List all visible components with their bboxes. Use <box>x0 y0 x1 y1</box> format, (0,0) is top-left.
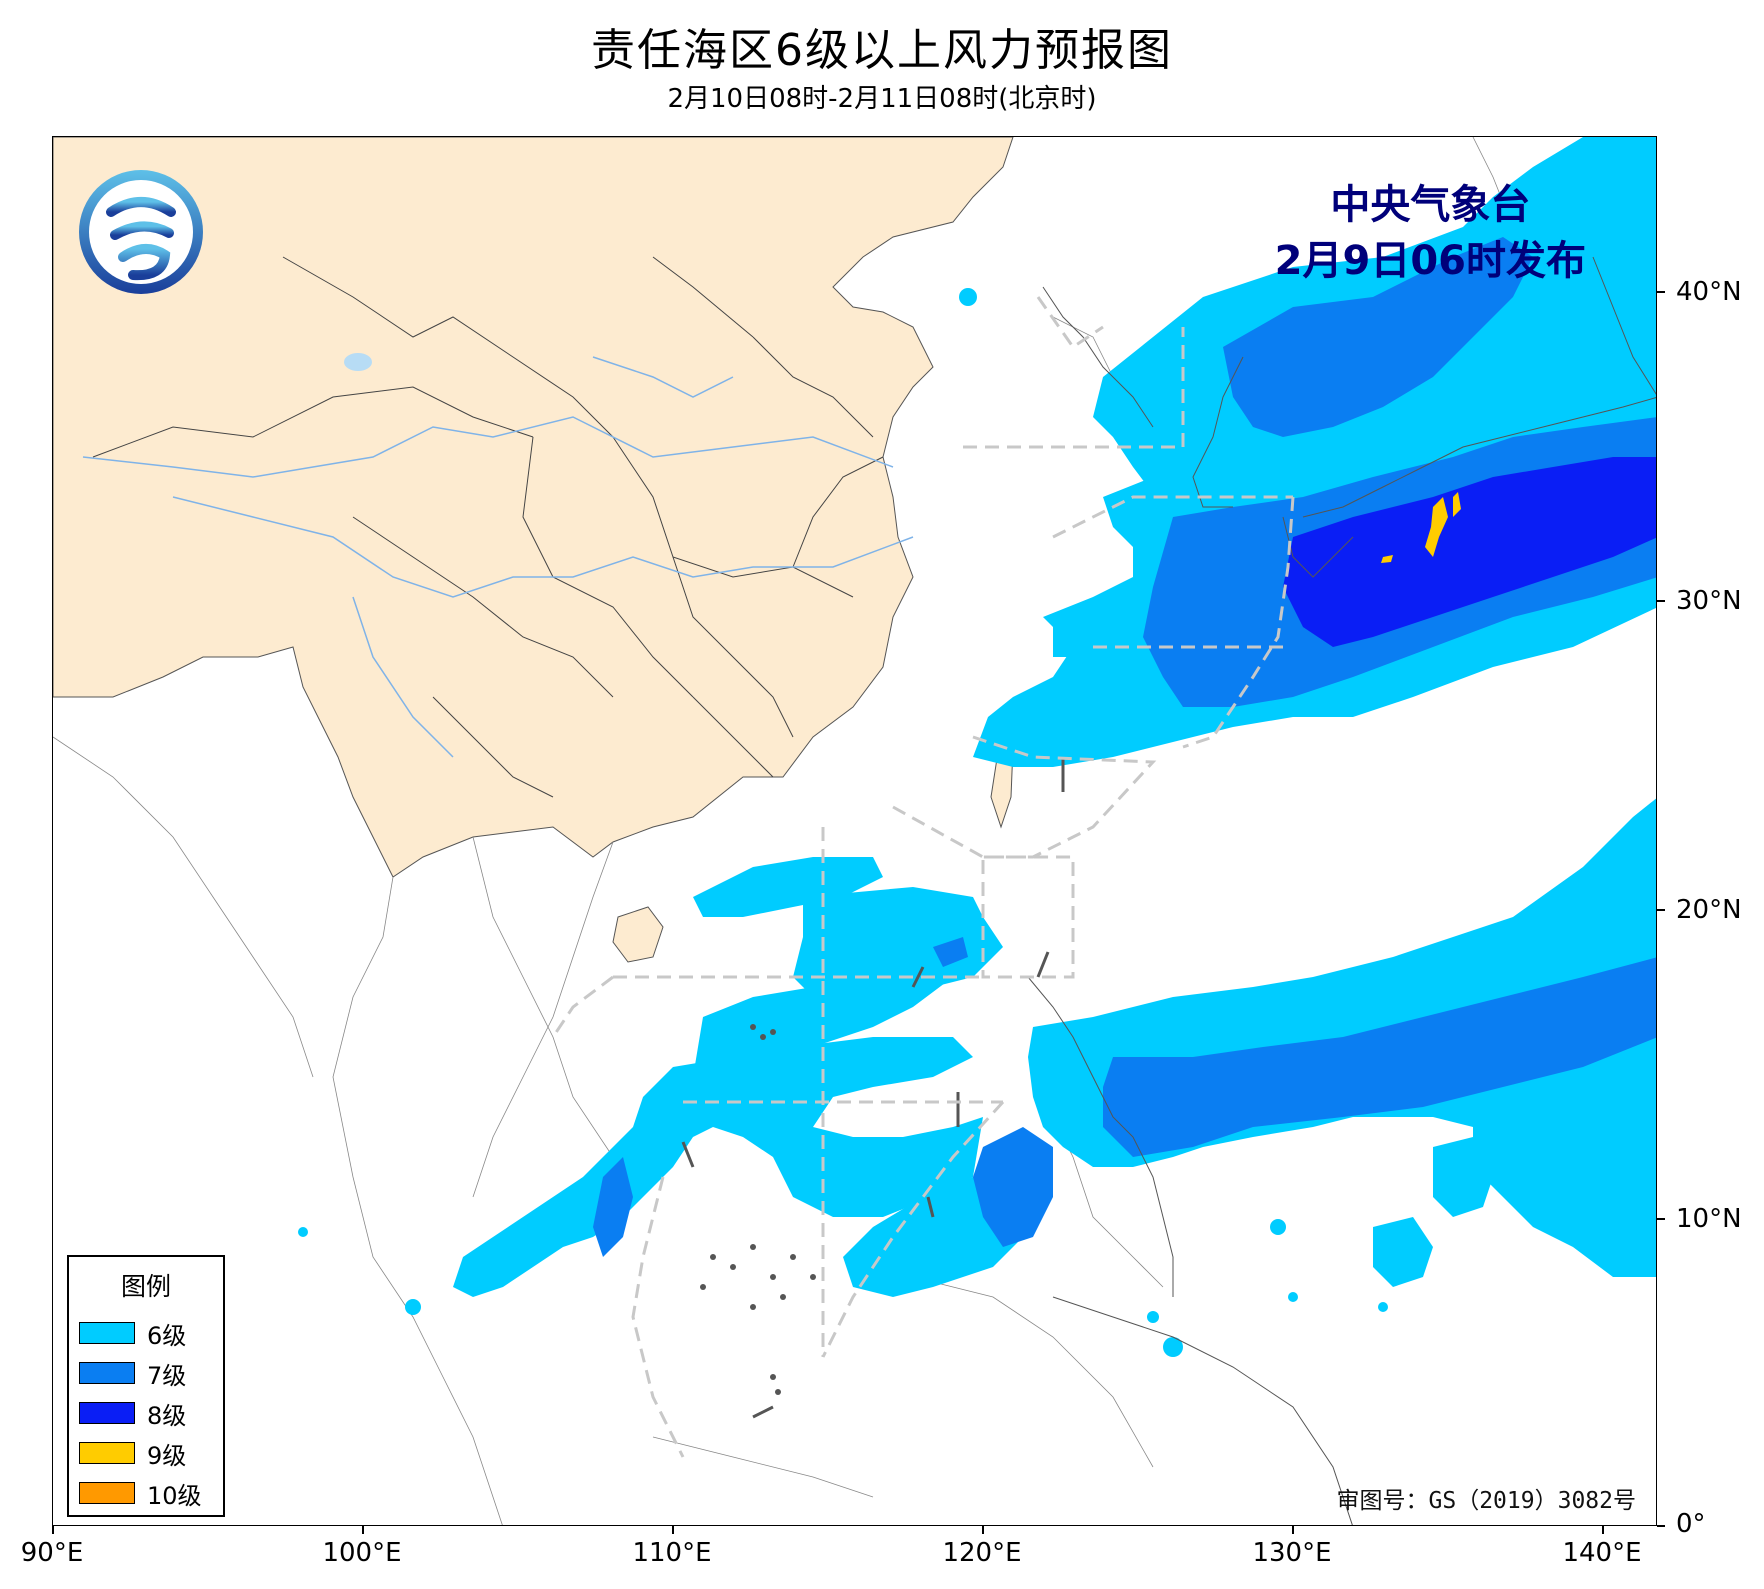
lat-label: 0° <box>1676 1509 1706 1539</box>
lat-label: 10°N <box>1676 1204 1742 1234</box>
wind-level-8-area <box>1283 457 1656 647</box>
legend-item-6: 6级 <box>69 1313 223 1353</box>
lon-label: 90°E <box>20 1538 84 1568</box>
lon-tick-mark <box>1292 1526 1294 1534</box>
map-approval-number: 审图号：GS（2019）3082号 <box>1336 1488 1636 1514</box>
legend-swatch <box>79 1402 135 1424</box>
issuer-info: 中央气象台 2月9日06时发布 <box>1275 177 1586 289</box>
map-area: 中央气象台 2月9日06时发布 审图号：GS（2019）3082号 图例 6级 … <box>52 136 1657 1526</box>
qinghai-lake <box>344 353 372 371</box>
lon-tick-mark <box>1602 1526 1604 1534</box>
lon-label: 110°E <box>632 1538 712 1568</box>
lon-label: 120°E <box>942 1538 1022 1568</box>
legend-label: 8级 <box>147 1401 187 1430</box>
legend-swatch <box>79 1362 135 1384</box>
lat-tick-mark <box>1657 1525 1665 1527</box>
page-title: 责任海区6级以上风力预报图 <box>591 25 1173 76</box>
page-subtitle: 2月10日08时-2月11日08时(北京时) <box>667 84 1097 114</box>
legend-swatch <box>79 1322 135 1344</box>
responsibility-zone-lines <box>551 296 1295 1458</box>
wind-level-9-area <box>1381 492 1461 563</box>
lat-tick-mark <box>1657 1218 1665 1220</box>
lon-label: 100°E <box>322 1538 402 1568</box>
legend-label: 10级 <box>147 1481 202 1510</box>
legend-item-7: 7级 <box>69 1353 223 1393</box>
legend-item-9: 9级 <box>69 1433 223 1473</box>
coastlines <box>1027 256 1656 1525</box>
lat-tick-mark <box>1657 600 1665 602</box>
legend-label: 7级 <box>147 1361 187 1390</box>
legend-swatch <box>79 1482 135 1504</box>
lon-tick-mark <box>672 1526 674 1534</box>
legend-label: 9级 <box>147 1441 187 1470</box>
china-land <box>53 137 1014 878</box>
legend-item-8: 8级 <box>69 1393 223 1433</box>
lon-label: 140°E <box>1562 1538 1642 1568</box>
south-china-sea-reefs <box>700 1024 816 1395</box>
lon-tick-mark <box>52 1526 54 1534</box>
lat-tick-mark <box>1657 291 1665 293</box>
legend: 图例 6级 7级 8级 9级 10级 <box>67 1255 225 1517</box>
lon-label: 130°E <box>1252 1538 1332 1568</box>
rivers <box>82 356 914 758</box>
legend-label: 6级 <box>147 1321 187 1350</box>
issue-time: 2月9日06时发布 <box>1274 238 1586 284</box>
lon-tick-mark <box>362 1526 364 1534</box>
legend-item-10: 10级 <box>69 1473 223 1513</box>
nine-dash-line <box>681 757 1065 1419</box>
lat-label: 20°N <box>1676 895 1742 925</box>
lat-label: 30°N <box>1676 586 1742 616</box>
lon-tick-mark <box>982 1526 984 1534</box>
province-borders <box>92 256 884 798</box>
lat-label: 40°N <box>1676 277 1742 307</box>
lat-tick-mark <box>1657 909 1665 911</box>
issuer-name: 中央气象台 <box>1330 182 1531 228</box>
hainan-island <box>612 906 664 963</box>
cma-logo-icon <box>79 170 203 294</box>
legend-swatch <box>79 1442 135 1464</box>
legend-title: 图例 <box>120 1272 171 1301</box>
wind-forecast-map <box>53 137 1656 1525</box>
